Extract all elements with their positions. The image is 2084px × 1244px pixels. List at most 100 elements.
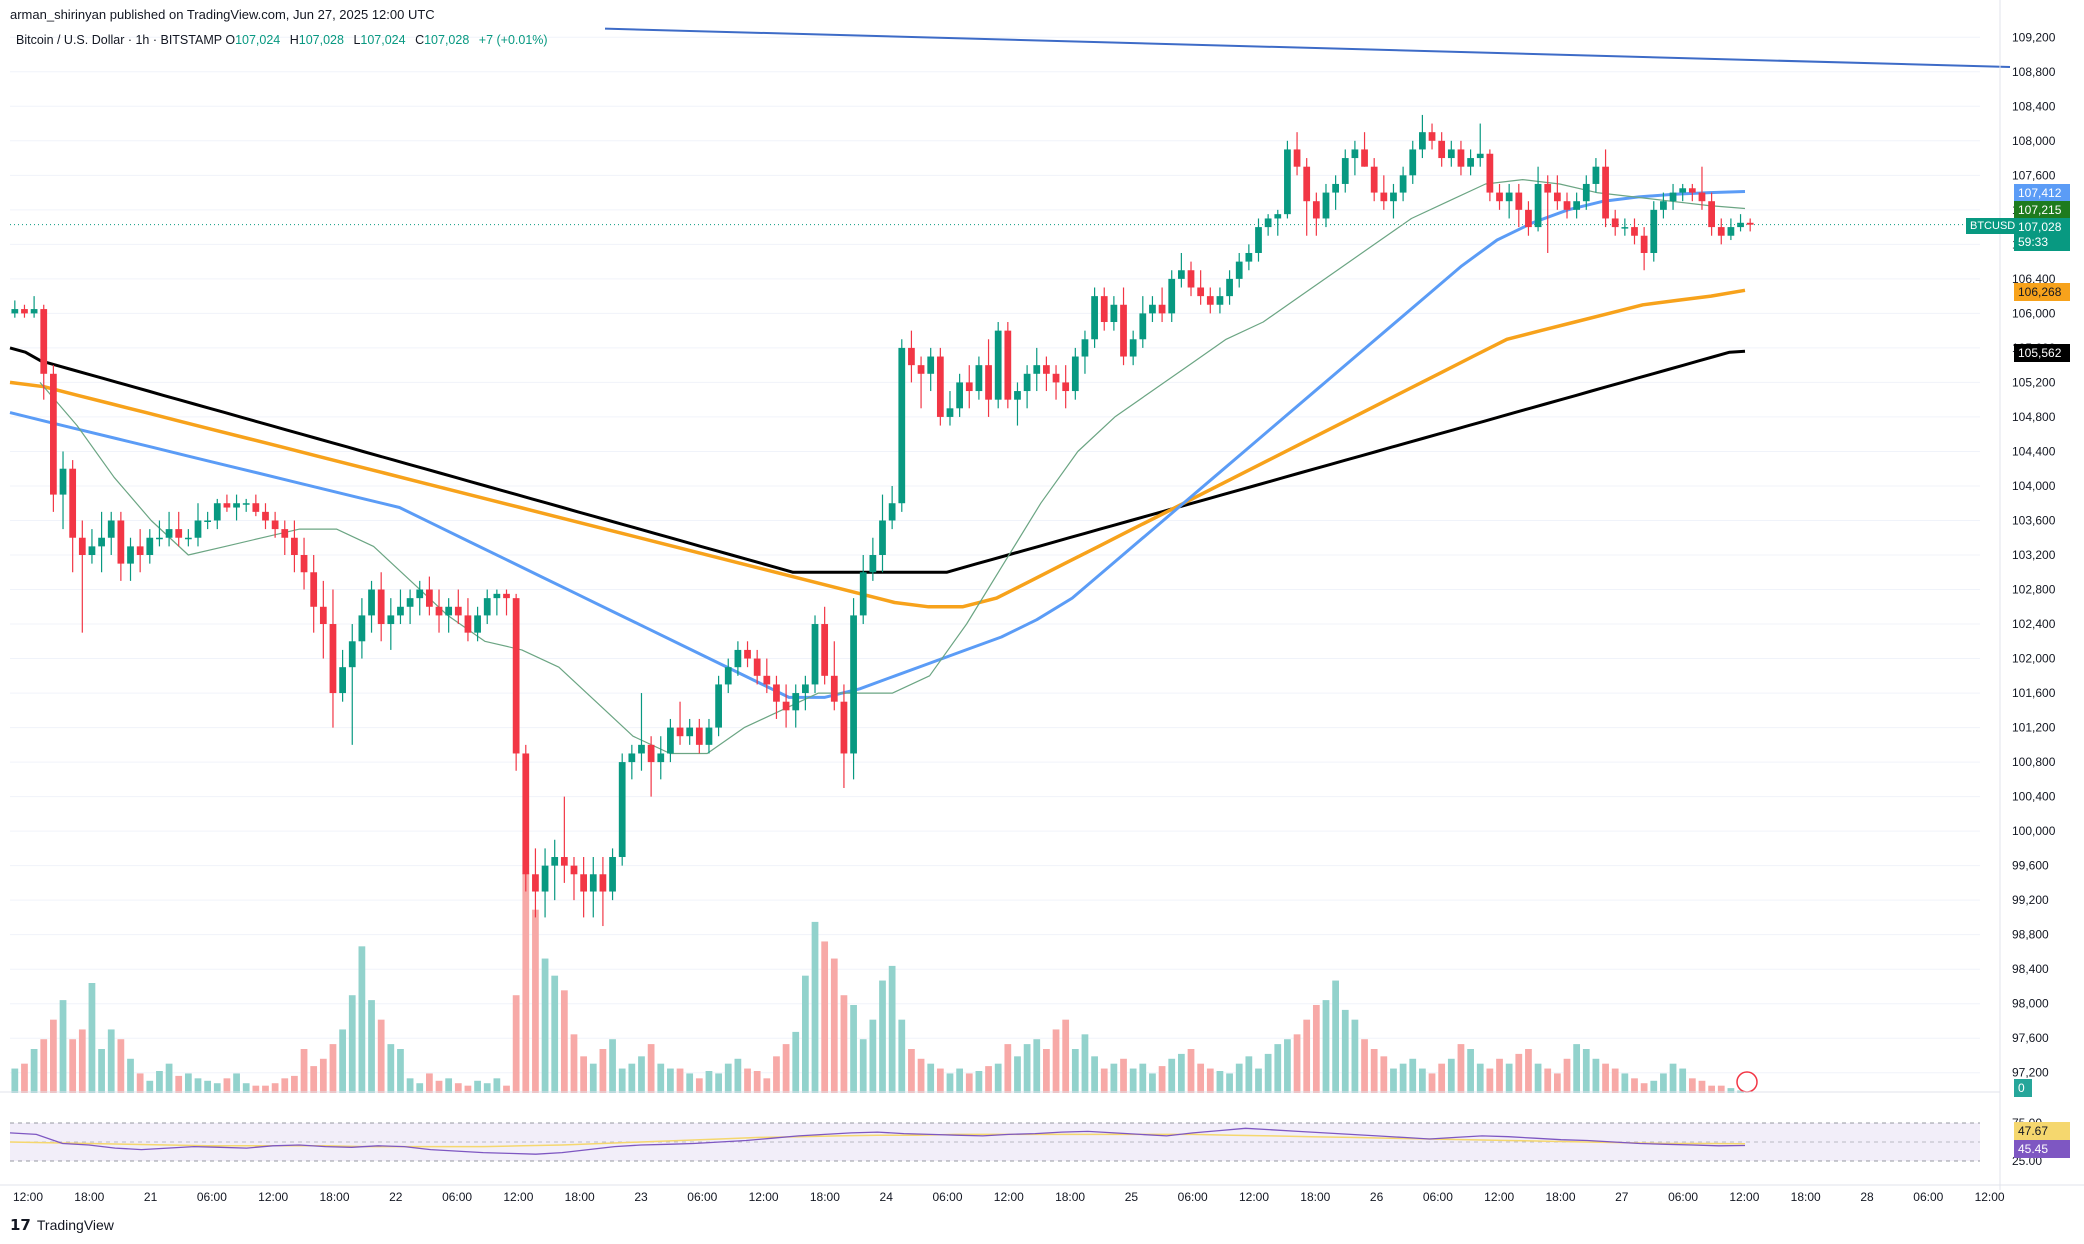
volume-bar	[1322, 1000, 1330, 1093]
candle-body	[1245, 252, 1253, 262]
candle-body	[570, 865, 578, 875]
candle-body	[1611, 218, 1619, 228]
ma-green-line	[39, 179, 1746, 755]
volume-bar	[705, 1071, 713, 1093]
price-tick-label: 102,400	[2012, 617, 2056, 631]
candle-body	[1168, 278, 1176, 314]
legend-change: +7 (+0.01%)	[478, 33, 548, 47]
volume-bar	[956, 1068, 964, 1093]
volume-bar	[1708, 1085, 1715, 1093]
countdown-tag: 59:33	[2014, 233, 2070, 251]
volume-bar	[888, 965, 896, 1093]
candle-body	[1264, 218, 1272, 228]
candle-body	[1515, 192, 1523, 210]
volume-bar	[233, 1073, 240, 1093]
volume-bar	[165, 1063, 173, 1093]
volume-bar	[753, 1071, 761, 1093]
volume-bar	[1688, 1078, 1696, 1093]
candles[interactable]	[11, 114, 1754, 927]
volume-bar	[368, 1000, 375, 1093]
candle-body	[242, 503, 250, 505]
time-axis[interactable]: 12:00 18:00 21 06:00 12:00 18:00 22 06:00 12:00 1…	[0, 1184, 2084, 1204]
time-tick-label: 06:00	[1913, 1190, 1943, 1204]
volume-bar	[1467, 1049, 1474, 1093]
candle-body	[946, 408, 954, 417]
volume-bar	[397, 1049, 404, 1093]
candle-body	[426, 589, 433, 607]
volume-bar	[1602, 1063, 1609, 1093]
volume-bar	[1717, 1085, 1725, 1093]
candle-body	[1698, 192, 1706, 202]
trendline	[604, 27, 2011, 69]
candle-body	[532, 874, 539, 892]
volume-bars	[11, 873, 1758, 1093]
candle-body	[850, 615, 857, 754]
volume-bar	[416, 1083, 424, 1093]
candle-body	[869, 555, 877, 573]
price-tick-label: 104,400	[2012, 444, 2056, 458]
tradingview-logo[interactable]: 𝟭𝟳 TradingView	[10, 1216, 114, 1234]
candle-body	[117, 520, 125, 564]
candle-body	[638, 744, 645, 754]
time-tick-label: 12:00	[1975, 1190, 2005, 1204]
volume-bar	[1621, 1073, 1629, 1093]
volume-bar	[580, 1056, 588, 1093]
candle-body	[1052, 373, 1060, 383]
candle-body	[927, 356, 935, 374]
candle-body	[782, 701, 790, 711]
time-tick-label: 26	[1370, 1190, 1384, 1204]
volume-bar	[1457, 1044, 1465, 1093]
time-tick-label: 24	[880, 1190, 894, 1204]
candle-body	[204, 520, 212, 522]
volume-bar	[1235, 1063, 1243, 1093]
volume-bar	[1669, 1063, 1677, 1093]
price-tick-label: 99,200	[2012, 893, 2049, 907]
time-tick-label: 12:00	[503, 1190, 533, 1204]
volume-bar	[339, 1029, 346, 1093]
candle-body	[416, 589, 424, 599]
volume-bar	[773, 1056, 780, 1093]
volume-bar	[1573, 1044, 1581, 1093]
candle-body	[1679, 188, 1687, 193]
volume-bar	[1312, 1005, 1320, 1093]
time-tick-label: 22	[389, 1190, 403, 1204]
candle-body	[1341, 158, 1349, 184]
candle-body	[1284, 149, 1291, 215]
candle-body	[88, 546, 96, 555]
price-tick-label: 108,800	[2012, 65, 2056, 79]
volume-bar	[1592, 1058, 1600, 1093]
price-tick-label: 98,000	[2012, 997, 2049, 1011]
volume-bar	[859, 1039, 867, 1093]
candle-body	[724, 667, 732, 685]
volume-bar	[695, 1078, 703, 1093]
candle-body	[859, 572, 867, 616]
candle-body	[1004, 330, 1012, 400]
candle-body	[474, 615, 481, 633]
candle-body	[1746, 222, 1754, 225]
volume-bar	[1255, 1068, 1262, 1093]
candle-body	[1071, 356, 1079, 392]
time-tick-label: 23	[634, 1190, 648, 1204]
candle-body	[1043, 365, 1050, 374]
candle-body	[194, 520, 202, 538]
volume-bar	[936, 1068, 944, 1093]
grid	[10, 36, 2000, 1074]
candle-body	[936, 356, 944, 417]
candle-body	[994, 330, 1002, 400]
volume-bar	[1611, 1068, 1619, 1093]
volume-bar	[551, 975, 559, 1093]
volume-bar	[1187, 1049, 1195, 1093]
volume-bar	[734, 1058, 742, 1093]
price-tick-label: 102,800	[2012, 583, 2056, 597]
moving-averages	[9, 27, 2011, 755]
ma-blue-tag: 107,412	[2014, 184, 2070, 202]
volume-bar	[194, 1078, 202, 1093]
candle-body	[78, 537, 86, 555]
volume-bar	[763, 1078, 771, 1093]
volume-bar	[483, 1083, 491, 1093]
candle-body	[21, 309, 28, 314]
candle-body	[917, 365, 925, 374]
candle-body	[1303, 166, 1311, 202]
candle-body	[1447, 149, 1455, 159]
